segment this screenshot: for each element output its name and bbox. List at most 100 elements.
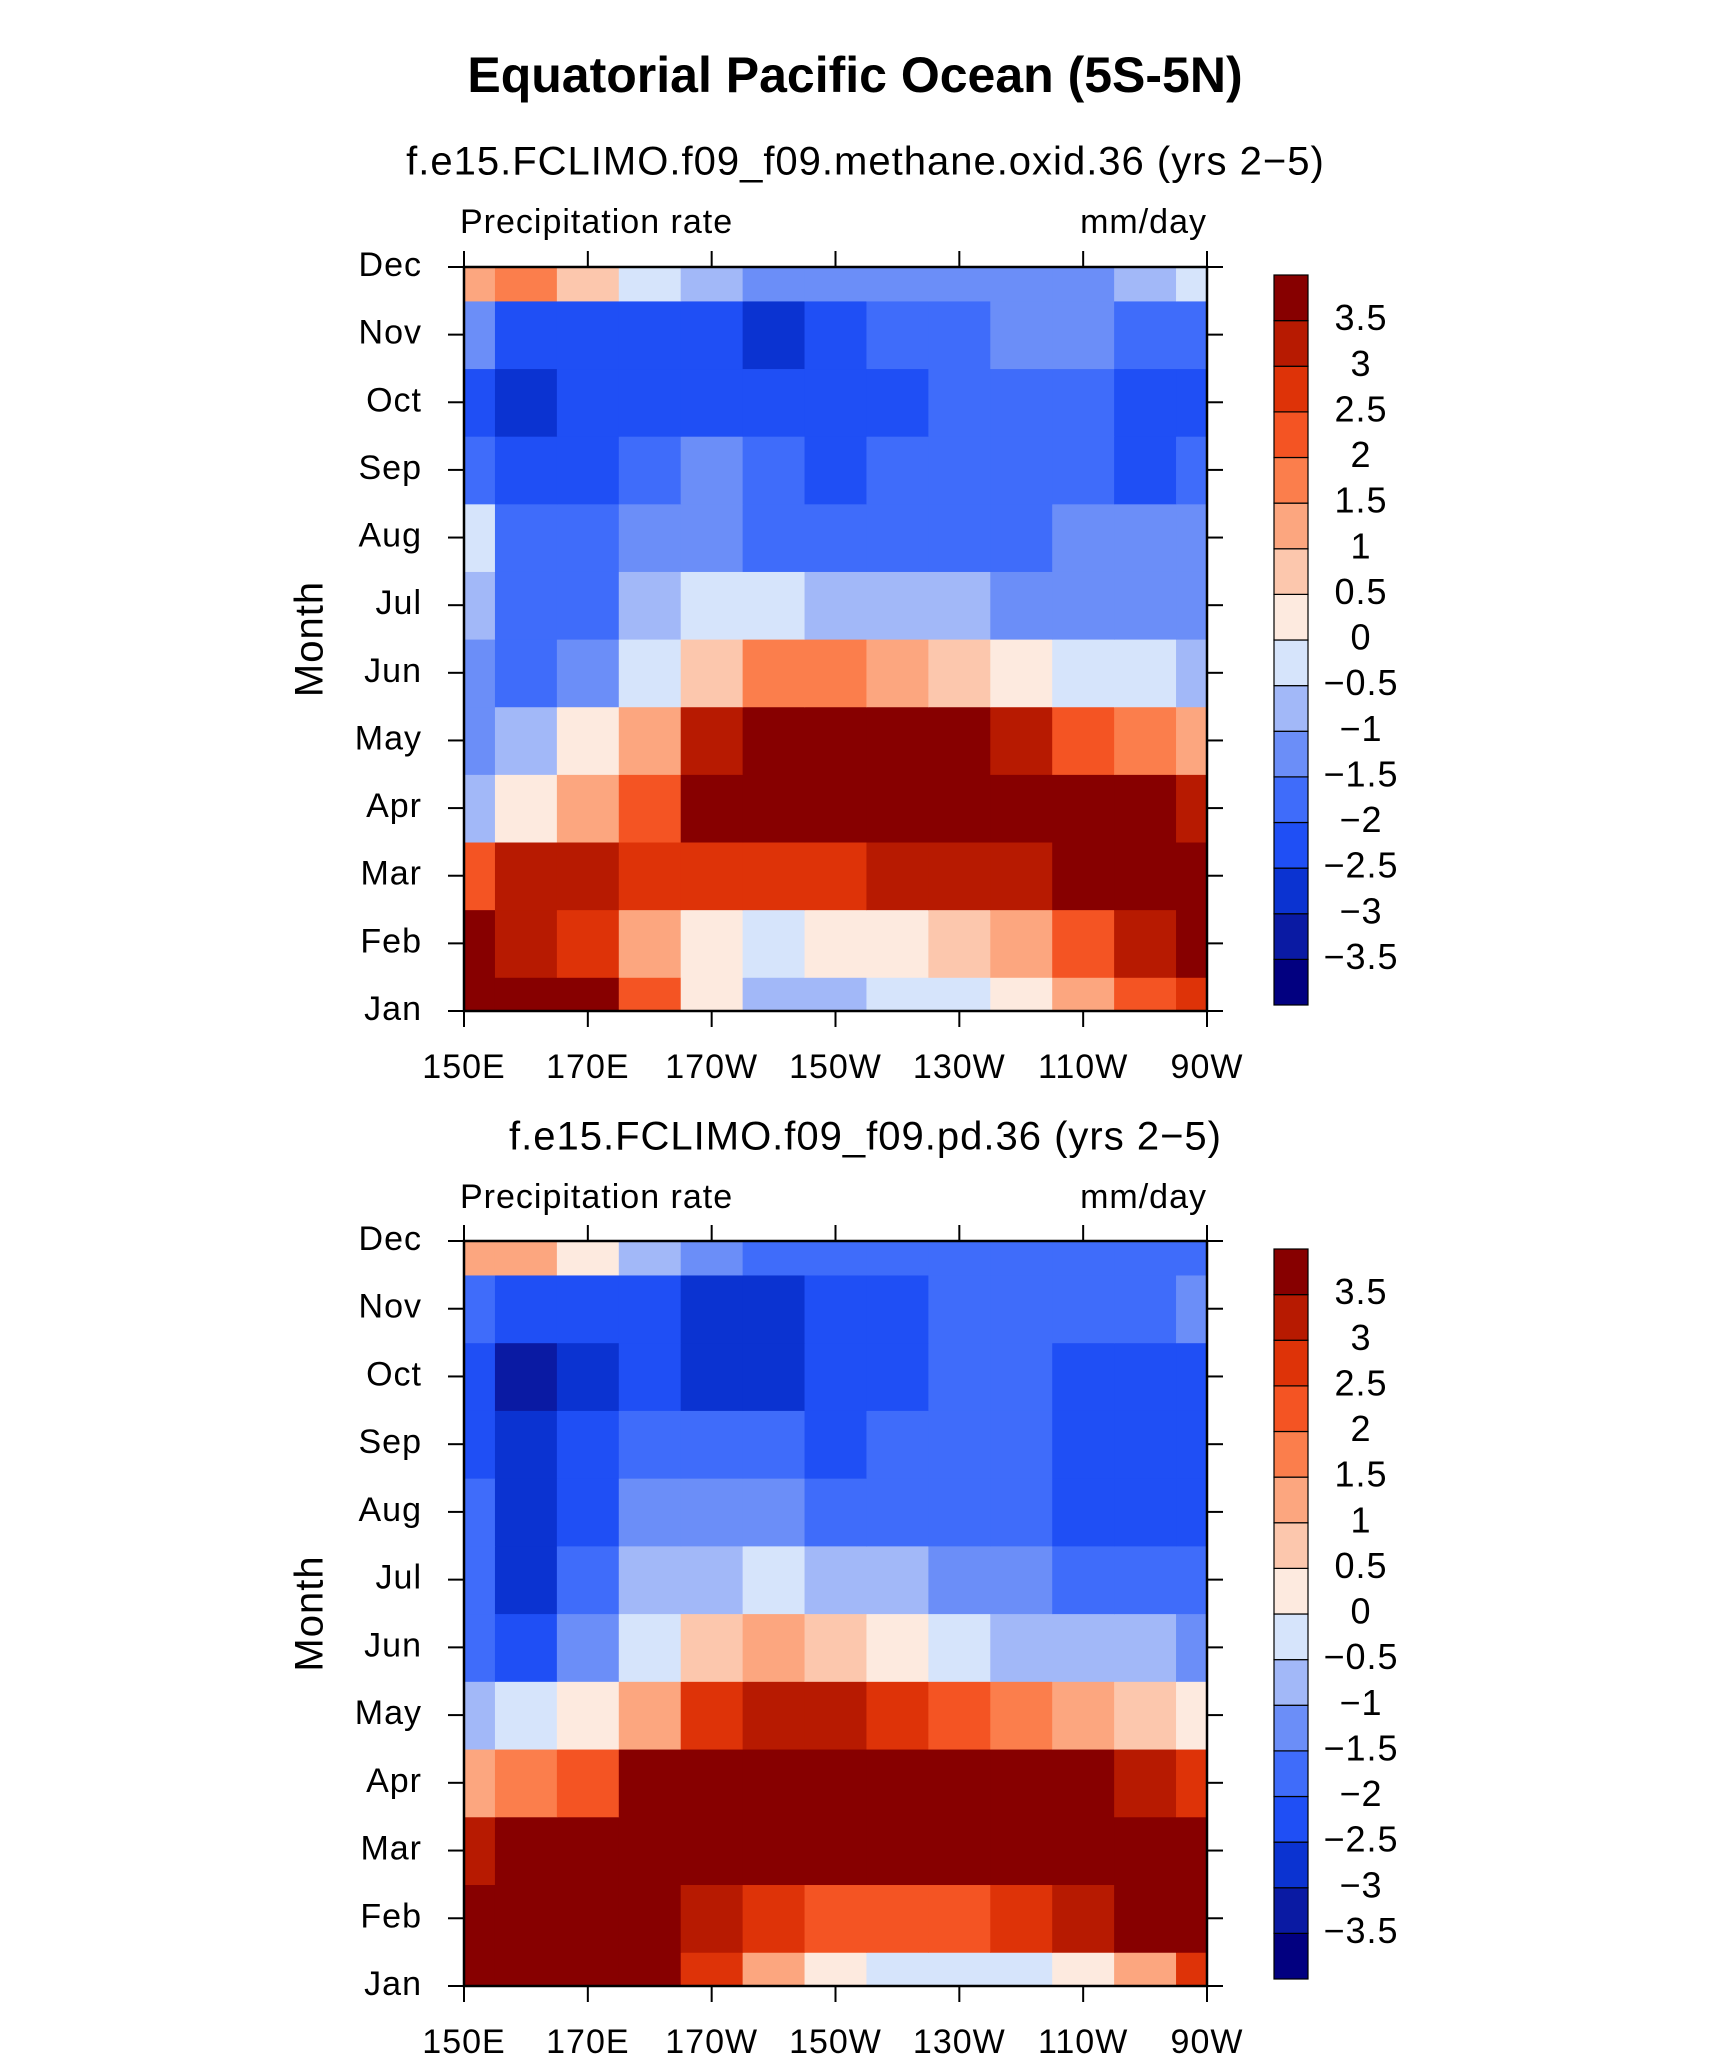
colorbar-box — [1273, 1704, 1309, 1752]
contour-cell — [990, 1613, 1053, 1682]
contour-cell — [1176, 1274, 1208, 1344]
colorbar-box — [1273, 1430, 1309, 1478]
contour-cell — [804, 1681, 868, 1750]
contour-cell — [618, 1681, 682, 1750]
contour-cell — [618, 503, 682, 572]
y-tick-label: Jan — [364, 1965, 422, 2003]
contour-cell — [680, 503, 744, 572]
contour-cell — [742, 706, 806, 775]
contour-cell — [464, 706, 496, 775]
contour-field — [464, 1241, 1208, 1987]
colorbar-label: 2.5 — [1334, 388, 1387, 429]
contour-cell — [556, 1613, 620, 1682]
contour-cell — [742, 1410, 806, 1479]
contour-cell — [464, 1952, 496, 1987]
colorbar-label: −1 — [1339, 1682, 1382, 1723]
contour-cell — [804, 571, 868, 640]
x-tick-label: 170W — [665, 1048, 758, 1086]
colorbar-box — [1273, 1932, 1309, 1980]
contour-cell — [494, 841, 558, 911]
contour-cell — [990, 977, 1053, 1012]
colorbar-label: −2.5 — [1323, 845, 1398, 886]
y-tick-label: Oct — [366, 381, 422, 419]
contour-cell — [1176, 1613, 1208, 1682]
y-axis-label: Month — [288, 1555, 332, 1671]
colorbar-label: 0.5 — [1334, 1545, 1387, 1586]
contour-cell — [1052, 368, 1115, 437]
y-tick-label: May — [355, 1694, 422, 1732]
y-tick-label: Mar — [360, 1830, 422, 1868]
contour-cell — [464, 1884, 496, 1953]
contour-cell — [680, 639, 744, 708]
contour-cell — [990, 1545, 1053, 1615]
y-tick-label: Mar — [360, 855, 422, 893]
contour-cell — [866, 841, 929, 911]
contour-cell — [618, 571, 682, 640]
contour-cell — [618, 1410, 682, 1479]
contour-cell — [990, 706, 1053, 775]
contour-cell — [804, 503, 868, 572]
contour-cell — [1176, 267, 1208, 302]
contour-cell — [680, 300, 744, 370]
contour-cell — [1176, 571, 1208, 640]
contour-cell — [990, 1748, 1053, 1818]
contour-cell — [928, 1748, 991, 1818]
x-tick-label: 90W — [1171, 1048, 1244, 1086]
contour-cell — [990, 1410, 1053, 1479]
contour-cell — [1176, 1241, 1208, 1276]
colorbar-label: −0.5 — [1323, 1636, 1398, 1677]
contour-cell — [866, 1342, 929, 1411]
contour-cell — [804, 1410, 868, 1479]
contour-cell — [618, 909, 682, 978]
colorbar-box — [1273, 365, 1309, 413]
contour-cell — [464, 1545, 496, 1615]
contour-cell — [618, 1884, 682, 1953]
contour-cell — [928, 503, 991, 572]
contour-cell — [556, 1545, 620, 1615]
contour-cell — [990, 1274, 1053, 1344]
contour-cell — [464, 1241, 496, 1276]
contour-cell — [866, 300, 929, 370]
contour-cell — [742, 1613, 806, 1682]
contour-cell — [866, 639, 929, 708]
contour-cell — [464, 267, 496, 302]
contour-cell — [680, 436, 744, 505]
y-tick-label: Dec — [359, 246, 422, 284]
contour-cell — [464, 300, 496, 370]
contour-cell — [1176, 1545, 1208, 1615]
colorbar-label: 1 — [1350, 525, 1371, 566]
contour-cell — [866, 1952, 929, 1987]
colorbar-box — [1273, 1476, 1309, 1524]
contour-cell — [556, 267, 620, 302]
contour-cell — [804, 909, 868, 978]
contour-cell — [680, 1274, 744, 1344]
x-tick-label: 130W — [913, 2023, 1006, 2061]
colorbar-label: −3.5 — [1323, 936, 1398, 977]
contour-cell — [618, 1816, 682, 1886]
left-label: Precipitation rate — [460, 203, 733, 241]
contour-cell — [494, 1342, 558, 1411]
contour-field — [464, 267, 1208, 1012]
contour-cell — [494, 436, 558, 505]
contour-cell — [742, 1241, 806, 1276]
contour-cell — [866, 571, 929, 640]
contour-cell — [556, 1410, 620, 1479]
colorbar-label: −1 — [1339, 708, 1382, 749]
contour-cell — [1052, 706, 1115, 775]
colorbar-label: 3.5 — [1334, 1271, 1387, 1312]
contour-cell — [464, 1748, 496, 1818]
contour-cell — [618, 267, 682, 302]
contour-cell — [866, 368, 929, 437]
contour-cell — [1114, 639, 1177, 708]
y-tick-label: Sep — [359, 1423, 423, 1461]
right-label: mm/day — [1080, 203, 1207, 241]
contour-cell — [1052, 774, 1115, 843]
contour-cell — [742, 1274, 806, 1344]
colorbar-box — [1273, 502, 1309, 550]
contour-cell — [680, 841, 744, 911]
x-tick-label: 110W — [1038, 2023, 1128, 2061]
x-tick-label: 170E — [546, 1048, 629, 1086]
contour-cell — [990, 300, 1053, 370]
contour-cell — [618, 774, 682, 843]
contour-cell — [804, 639, 868, 708]
